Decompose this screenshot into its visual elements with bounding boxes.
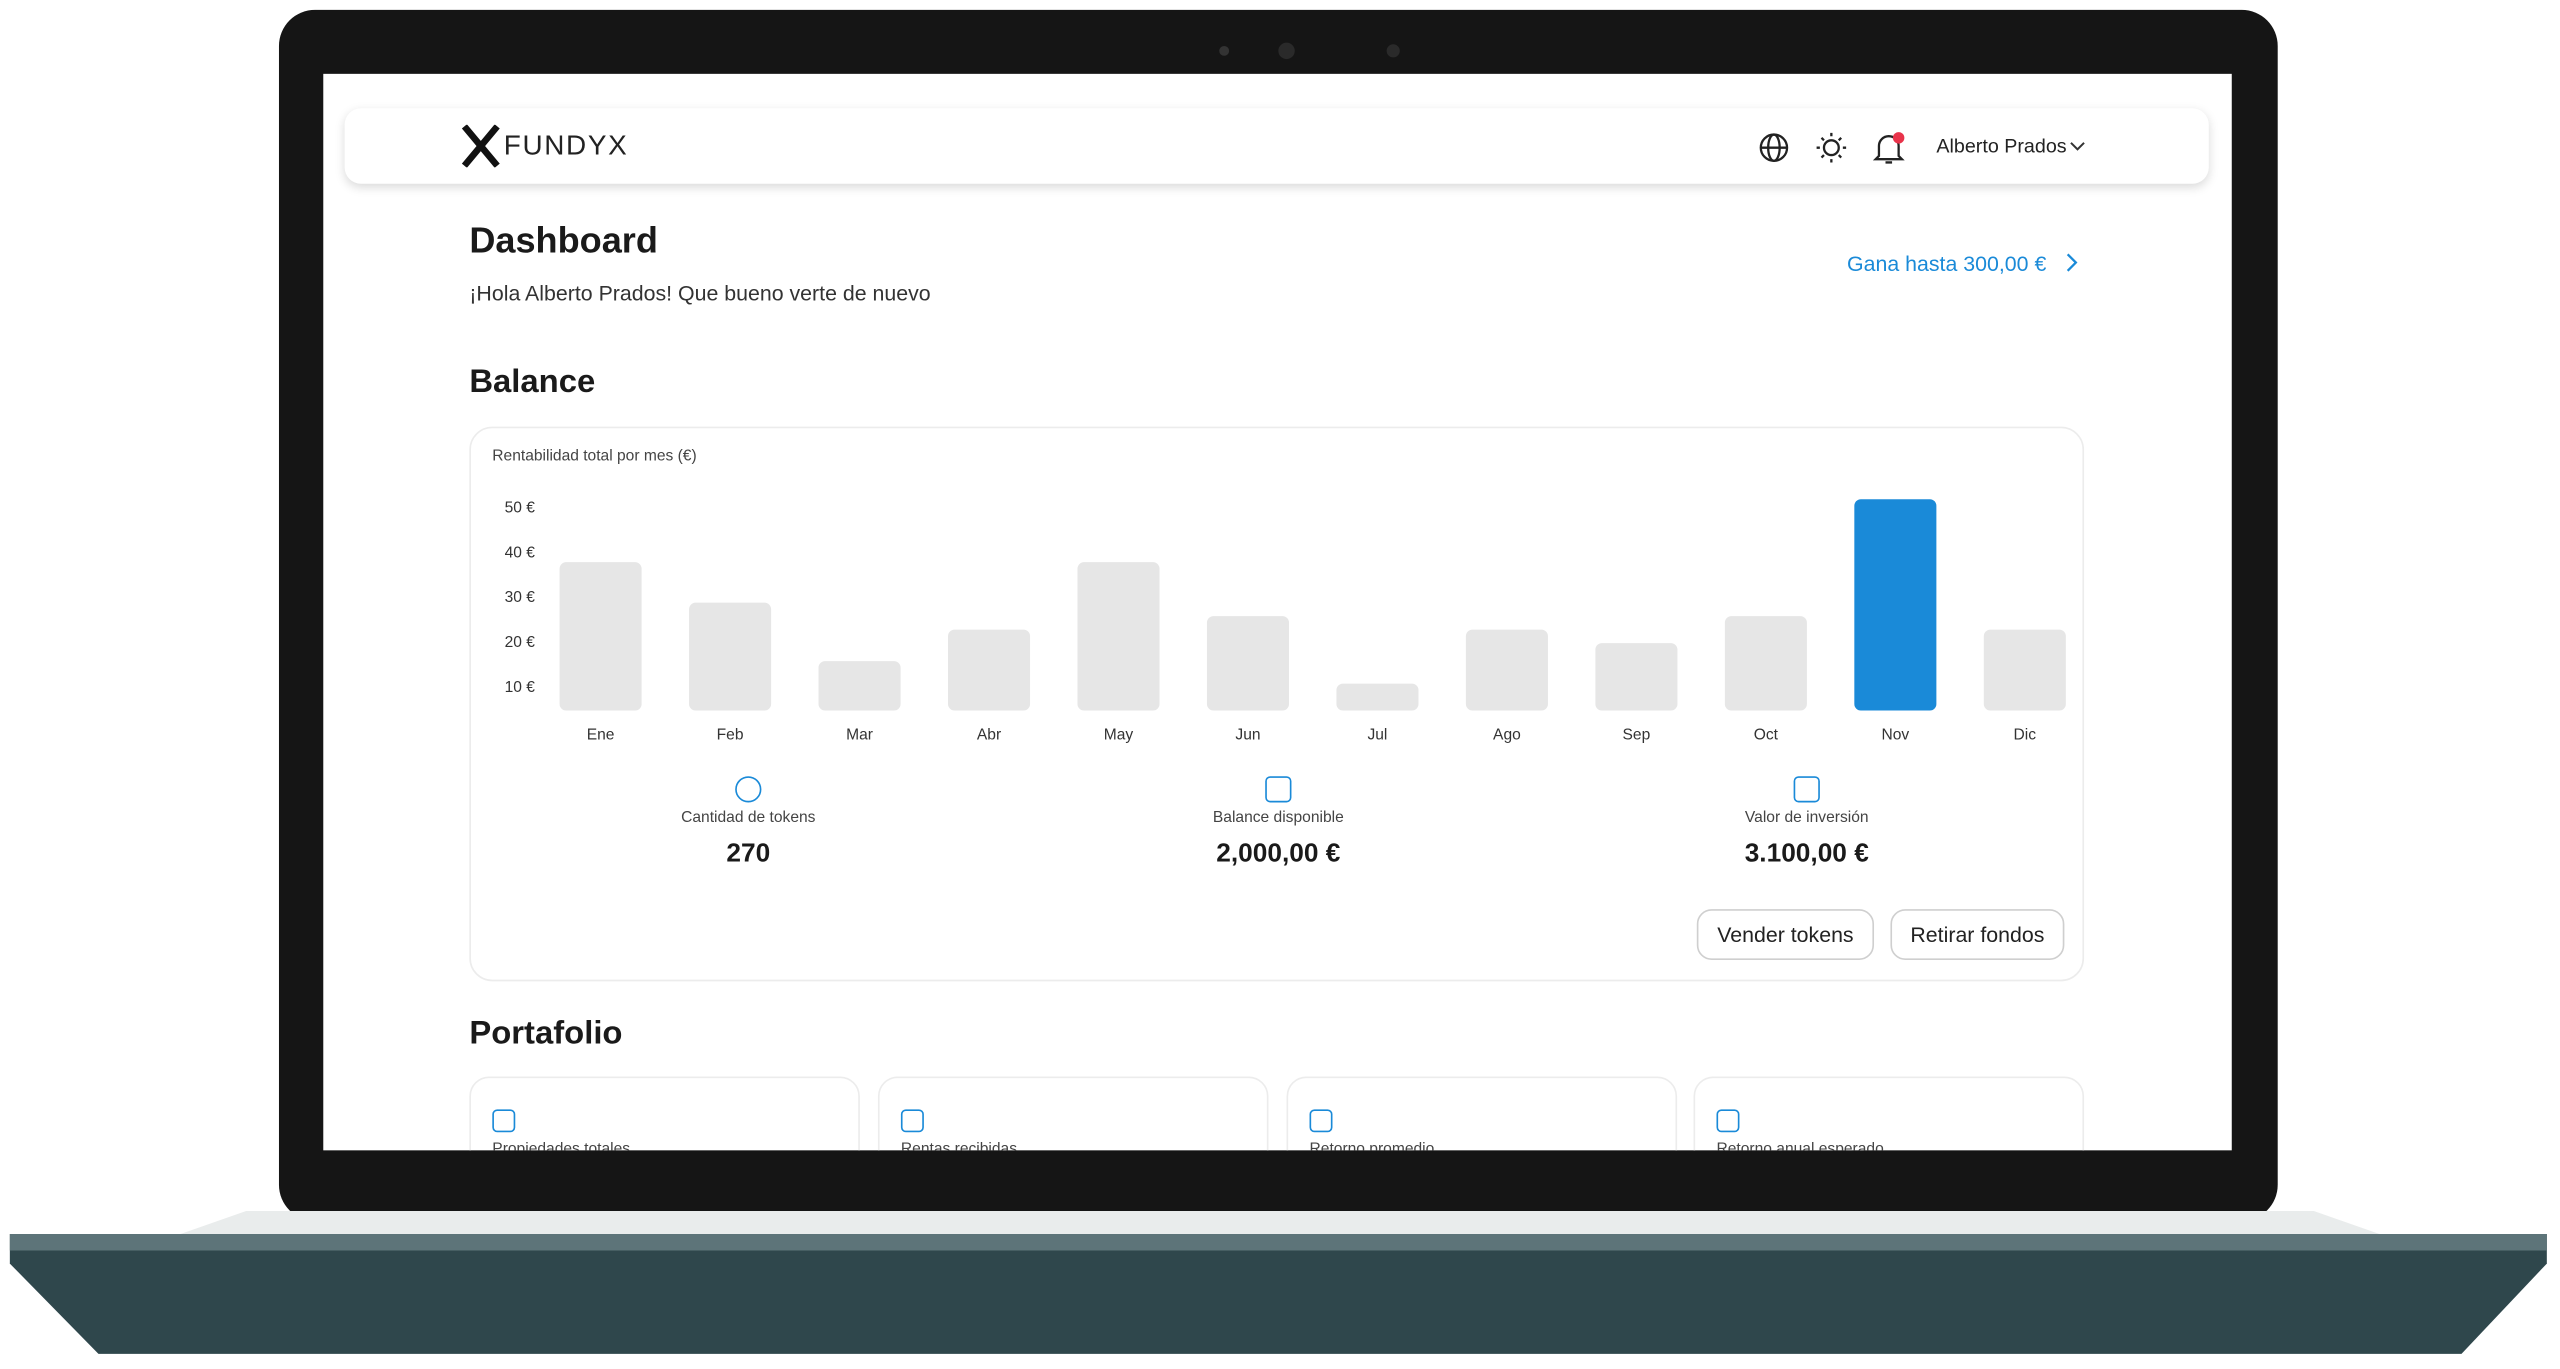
sell-button[interactable]: Vender tokens	[1696, 909, 1875, 960]
x-tick-label: May	[1104, 726, 1134, 743]
x-tick-label: Jul	[1367, 726, 1387, 743]
card-label: Rentas recibidas	[900, 1140, 1018, 1151]
chart: Rentabilidad total por mes (€) 10 € 20 € 3…	[492, 447, 2066, 743]
bar	[818, 661, 901, 711]
stat-value: 3.100,00 €	[1744, 840, 1869, 869]
promo-link[interactable]: Gana hasta 300,00 €	[1847, 251, 2047, 276]
logo-mark	[461, 124, 500, 168]
laptop-base	[9, 1234, 2547, 1354]
bar	[1336, 683, 1419, 711]
bar	[1206, 616, 1290, 711]
stat-icon	[1793, 776, 1820, 803]
y-tick-label: 10 €	[505, 679, 536, 696]
stat-value: 270	[726, 840, 771, 869]
x-tick-label: Dic	[2014, 726, 2037, 743]
card-label: Retorno promedio	[1309, 1140, 1435, 1151]
card-icon	[1716, 1109, 1740, 1133]
chart-title: Rentabilidad total por mes (€)	[492, 447, 696, 464]
stat-label: Cantidad de tokens	[681, 809, 816, 828]
section-title: Portafolio	[469, 1015, 623, 1052]
bar	[1983, 629, 2066, 711]
card-label: Propiedades totales	[492, 1140, 631, 1151]
page-title: Dashboard	[469, 219, 658, 261]
x-tick-label: Oct	[1754, 726, 1779, 743]
bar	[689, 602, 772, 711]
chevron	[2070, 142, 2085, 151]
camera	[1278, 42, 1295, 60]
bar	[1465, 629, 1548, 711]
top-bar: FUNDYX Alberto Prados	[344, 108, 2209, 184]
bar	[1724, 616, 1807, 711]
section-title: Balance	[469, 364, 596, 401]
portfolio-card: Retorno promedio	[1286, 1076, 1678, 1151]
stat-value: 2,000,00 €	[1216, 840, 1341, 869]
x-tick-label: Ene	[587, 726, 615, 743]
y-tick-label: 30 €	[505, 589, 536, 606]
chevron	[2066, 253, 2078, 272]
x-tick-label: Nov	[1882, 726, 1910, 743]
card-label: Retorno anual esperado	[1716, 1140, 1884, 1151]
balance-card: Rentabilidad total por mes (€) 10 € 20 € 3…	[469, 426, 2085, 982]
base-edge	[9, 1234, 2547, 1251]
card-icon	[1309, 1109, 1333, 1133]
portfolio-card: Propiedades totales	[469, 1076, 860, 1151]
y-tick-label: 40 €	[505, 544, 536, 561]
y-tick-label: 50 €	[505, 499, 536, 516]
bar	[1854, 499, 1937, 711]
bar	[1595, 643, 1678, 711]
hinge	[180, 1211, 2380, 1235]
x-tick-label: Mar	[846, 726, 873, 743]
bar	[948, 629, 1031, 711]
sensor	[1219, 45, 1230, 56]
bar	[1077, 562, 1160, 711]
x-tick-label: Feb	[717, 726, 744, 743]
y-tick-label: 20 €	[505, 634, 536, 651]
x-tick-label: Jun	[1235, 726, 1260, 743]
user-name[interactable]: Alberto Prados	[1936, 134, 2067, 158]
stat-label: Balance disponible	[1212, 809, 1344, 828]
x-tick-label: Abr	[977, 726, 1001, 743]
sensor	[1386, 44, 1400, 58]
stat-icon	[735, 776, 762, 803]
withdraw-button[interactable]: Retirar fondos	[1890, 909, 2065, 960]
screen: FUNDYX Alberto Prados Dashboard ¡Hola Al…	[323, 73, 2232, 1151]
stat-label: Valor de inversión	[1744, 809, 1869, 828]
x-tick-label: Ago	[1493, 726, 1521, 743]
bar	[559, 562, 642, 711]
header-icons	[1759, 132, 1905, 164]
portfolio-card: Retorno anual esperado	[1693, 1076, 2085, 1151]
portfolio-card: Rentas recibidas	[877, 1076, 1269, 1151]
card-icon	[492, 1109, 516, 1133]
stat-icon	[1265, 776, 1292, 803]
brand: FUNDYX	[503, 129, 629, 161]
card-icon	[900, 1109, 924, 1133]
greeting: ¡Hola Alberto Prados! Que bueno verte de…	[469, 280, 931, 306]
x-tick-label: Sep	[1623, 726, 1651, 743]
